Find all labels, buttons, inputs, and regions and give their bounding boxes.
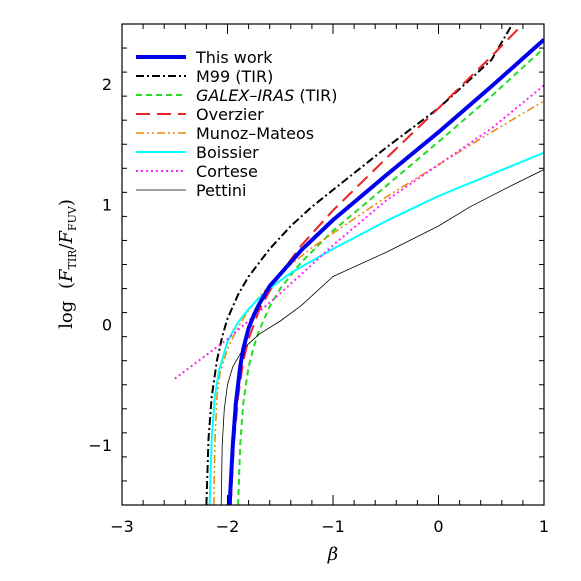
y-tick-label: 0 — [102, 316, 112, 335]
legend-label-4: Overzier — [196, 105, 264, 124]
x-tick-label: 1 — [539, 517, 549, 536]
series-line-3 — [237, 47, 544, 505]
series-line-8 — [220, 169, 544, 505]
x-tick-label: −1 — [321, 517, 345, 536]
y-axis-label-num-var: F — [56, 268, 77, 283]
x-tick-label: 0 — [433, 517, 443, 536]
series-layer — [174, 24, 544, 505]
legend-label-7: Cortese — [196, 162, 258, 181]
series-line-5 — [213, 100, 544, 505]
y-axis-label-den-var: F — [56, 229, 77, 244]
x-axis-label: β — [327, 544, 338, 565]
y-axis-label-num-sub: TIR — [66, 249, 79, 270]
series-line-6 — [208, 151, 544, 505]
legend-label-3: GALEX–IRAS (TIR) — [196, 86, 337, 105]
series-line-2 — [205, 24, 514, 505]
legend-label-2: M99 (TIR) — [196, 67, 273, 86]
x-tick-label: −3 — [110, 517, 134, 536]
legend-label-8: Pettini — [196, 181, 247, 200]
series-line-1 — [227, 38, 544, 505]
legend-label-1: This work — [195, 48, 273, 67]
y-tick-label: −1 — [88, 436, 112, 455]
legend-label-6: Boissier — [196, 143, 259, 162]
series-line-7 — [174, 84, 544, 380]
y-axis-label: log (FTIR/FFUV) — [56, 199, 79, 329]
y-axis-label-den-sub: FUV — [66, 205, 79, 231]
y-tick-label: 1 — [102, 195, 112, 214]
y-axis-label-prefix: log — [56, 301, 77, 329]
legend-label-5: Munoz–Mateos — [196, 124, 314, 143]
ticks-layer: −3 −2 −1 0 1 −1 0 1 2 — [88, 23, 549, 536]
x-tick-label: −2 — [216, 517, 240, 536]
y-tick-label: 2 — [102, 75, 112, 94]
